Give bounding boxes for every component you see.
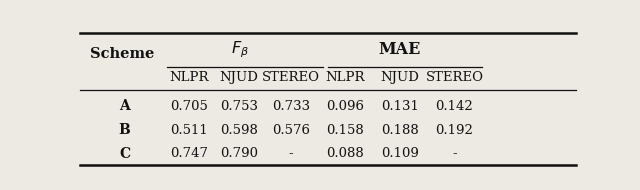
Text: $\boldsymbol{F_{\beta}}$: $\boldsymbol{F_{\beta}}$ bbox=[231, 40, 249, 60]
Text: NLPR: NLPR bbox=[170, 71, 209, 84]
Text: NJUD: NJUD bbox=[220, 71, 258, 84]
Text: NLPR: NLPR bbox=[326, 71, 365, 84]
Text: 0.747: 0.747 bbox=[170, 147, 208, 160]
Text: 0.192: 0.192 bbox=[436, 124, 474, 137]
Text: 0.598: 0.598 bbox=[220, 124, 258, 137]
Text: 0.131: 0.131 bbox=[381, 100, 419, 113]
Text: B: B bbox=[119, 123, 131, 137]
Text: Scheme: Scheme bbox=[90, 47, 154, 61]
Text: 0.705: 0.705 bbox=[170, 100, 208, 113]
Text: A: A bbox=[119, 99, 130, 113]
Text: 0.142: 0.142 bbox=[436, 100, 474, 113]
Text: -: - bbox=[289, 147, 293, 160]
Text: 0.088: 0.088 bbox=[326, 147, 364, 160]
Text: 0.109: 0.109 bbox=[381, 147, 419, 160]
Text: 0.096: 0.096 bbox=[326, 100, 364, 113]
Text: STEREO: STEREO bbox=[426, 71, 483, 84]
Text: -: - bbox=[452, 147, 457, 160]
Text: 0.753: 0.753 bbox=[220, 100, 258, 113]
Text: NJUD: NJUD bbox=[381, 71, 419, 84]
Text: 0.733: 0.733 bbox=[272, 100, 310, 113]
Text: 0.511: 0.511 bbox=[170, 124, 208, 137]
Text: 0.790: 0.790 bbox=[220, 147, 258, 160]
Text: STEREO: STEREO bbox=[262, 71, 320, 84]
Text: MAE: MAE bbox=[379, 41, 421, 58]
Text: C: C bbox=[119, 147, 130, 161]
Text: 0.158: 0.158 bbox=[326, 124, 364, 137]
Text: 0.576: 0.576 bbox=[272, 124, 310, 137]
Text: 0.188: 0.188 bbox=[381, 124, 419, 137]
